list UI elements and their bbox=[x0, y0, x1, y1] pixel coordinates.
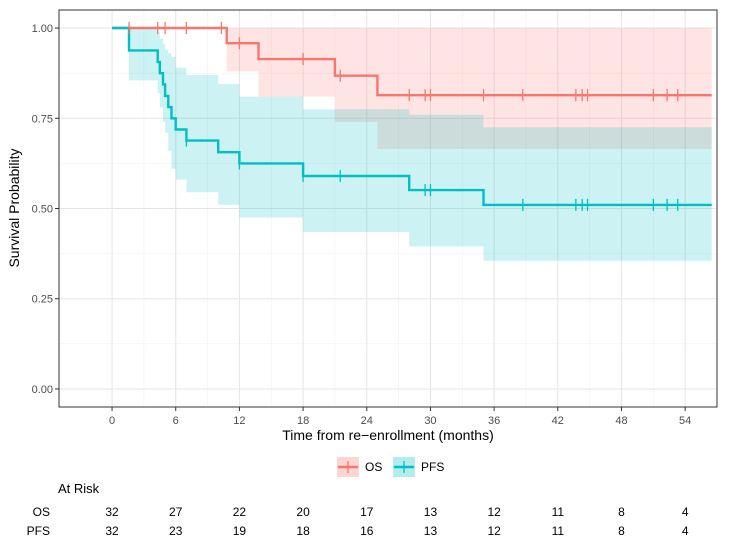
x-tick-label: 24 bbox=[361, 415, 373, 427]
risk-count: 4 bbox=[682, 524, 689, 538]
legend: OS PFS bbox=[337, 457, 444, 477]
ci-band-pfs bbox=[112, 28, 712, 261]
risk-count: 8 bbox=[618, 505, 625, 519]
risk-count: 8 bbox=[618, 524, 625, 538]
risk-row-label: OS bbox=[33, 505, 50, 519]
x-axis-label: Time from re−enrollment (months) bbox=[282, 427, 493, 443]
risk-count: 20 bbox=[296, 505, 310, 519]
legend-label-pfs: PFS bbox=[421, 460, 444, 474]
axes: 0 6 12 18 24 30 36 42 48 54 0.00 0.25 0.50 0.75 1.00 bbox=[32, 23, 692, 427]
x-tick-label: 12 bbox=[233, 415, 245, 427]
x-tick-label: 42 bbox=[552, 415, 564, 427]
x-tick-label: 54 bbox=[679, 415, 691, 427]
x-tick-label: 18 bbox=[297, 415, 309, 427]
risk-count: 4 bbox=[682, 505, 689, 519]
risk-count: 12 bbox=[487, 505, 501, 519]
x-tick-label: 48 bbox=[615, 415, 627, 427]
y-tick-label: 0.00 bbox=[32, 384, 53, 396]
risk-count: 23 bbox=[169, 524, 183, 538]
x-tick-label: 36 bbox=[488, 415, 500, 427]
y-tick-label: 0.75 bbox=[32, 113, 53, 125]
risk-count: 18 bbox=[296, 524, 310, 538]
y-tick-label: 0.50 bbox=[32, 204, 53, 216]
legend-label-os: OS bbox=[365, 460, 382, 474]
risk-count: 11 bbox=[552, 505, 565, 519]
risk-count: 22 bbox=[233, 505, 247, 519]
risk-table: At Risk OS 32 27 22 20 17 13 12 11 8 4 PFS 32 23 19 18 1… bbox=[27, 481, 689, 538]
x-tick-label: 6 bbox=[173, 415, 179, 427]
x-tick-label: 0 bbox=[109, 415, 115, 427]
survival-curve-pfs bbox=[112, 26, 712, 207]
censor-marks bbox=[128, 22, 679, 211]
x-tick-label: 30 bbox=[424, 415, 436, 427]
risk-count: 16 bbox=[360, 524, 374, 538]
risk-count: 11 bbox=[552, 524, 565, 538]
risk-count: 32 bbox=[105, 524, 119, 538]
y-axis-label: Survival Probability bbox=[6, 148, 22, 267]
survival-curve-os bbox=[112, 26, 712, 97]
risk-table-title: At Risk bbox=[58, 481, 100, 496]
risk-count: 27 bbox=[169, 505, 183, 519]
y-tick-label: 1.00 bbox=[32, 23, 53, 35]
risk-row-label: PFS bbox=[27, 524, 50, 538]
risk-count: 12 bbox=[487, 524, 501, 538]
risk-count: 19 bbox=[233, 524, 247, 538]
risk-count: 32 bbox=[105, 505, 119, 519]
grid-lines bbox=[59, 10, 717, 407]
survival-curves bbox=[112, 26, 712, 207]
risk-count: 17 bbox=[360, 505, 374, 519]
risk-count: 13 bbox=[424, 524, 438, 538]
y-tick-label: 0.25 bbox=[32, 294, 53, 306]
risk-count: 13 bbox=[424, 505, 438, 519]
